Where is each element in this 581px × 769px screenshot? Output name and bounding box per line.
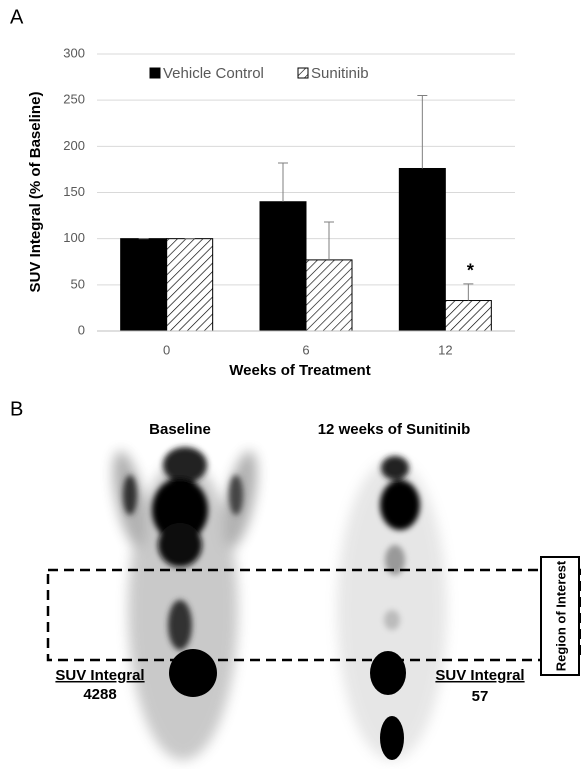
legend-swatch (150, 68, 160, 78)
bar (306, 260, 352, 331)
y-tick-label: 250 (63, 92, 85, 107)
y-tick-label: 50 (71, 276, 85, 291)
bar (121, 239, 167, 331)
x-tick-label: 12 (438, 342, 452, 357)
annotation: * (467, 261, 474, 281)
bar (260, 202, 306, 331)
metric-label: SUV Integral (55, 667, 144, 684)
error-bar (278, 163, 288, 202)
x-tick-label: 0 (163, 342, 170, 357)
image-title: Baseline (149, 421, 211, 438)
legend-label: Vehicle Control (163, 65, 264, 82)
legend-label: Sunitinib (311, 65, 369, 82)
metric-label: SUV Integral (435, 667, 524, 684)
roi-label: Region of Interest (553, 560, 568, 671)
x-tick-label: 6 (302, 342, 309, 357)
bar (167, 239, 213, 331)
bar (445, 301, 491, 331)
error-bar (463, 284, 473, 301)
panel-label: B (10, 398, 23, 420)
pet-image-baseline (106, 447, 264, 760)
image-title: 12 weeks of Sunitinib (318, 421, 471, 438)
y-tick-label: 150 (63, 184, 85, 199)
panel-label: A (10, 6, 24, 28)
y-tick-label: 0 (78, 322, 85, 337)
metric-value: 57 (472, 688, 489, 705)
error-bar (324, 222, 334, 260)
legend-swatch (298, 68, 308, 78)
error-bar (417, 96, 427, 169)
pet-image-treated (337, 456, 447, 760)
metric-value: 4288 (83, 686, 116, 703)
y-tick-label: 300 (63, 45, 85, 60)
y-axis-label: SUV Integral (% of Baseline) (27, 92, 44, 293)
figure: A B Weeks of Treatment SUV Integral (% o… (0, 0, 581, 769)
bar (399, 168, 445, 331)
x-axis-label: Weeks of Treatment (229, 362, 370, 379)
y-tick-label: 100 (63, 230, 85, 245)
y-tick-label: 200 (63, 138, 85, 153)
roi-box (48, 570, 581, 660)
